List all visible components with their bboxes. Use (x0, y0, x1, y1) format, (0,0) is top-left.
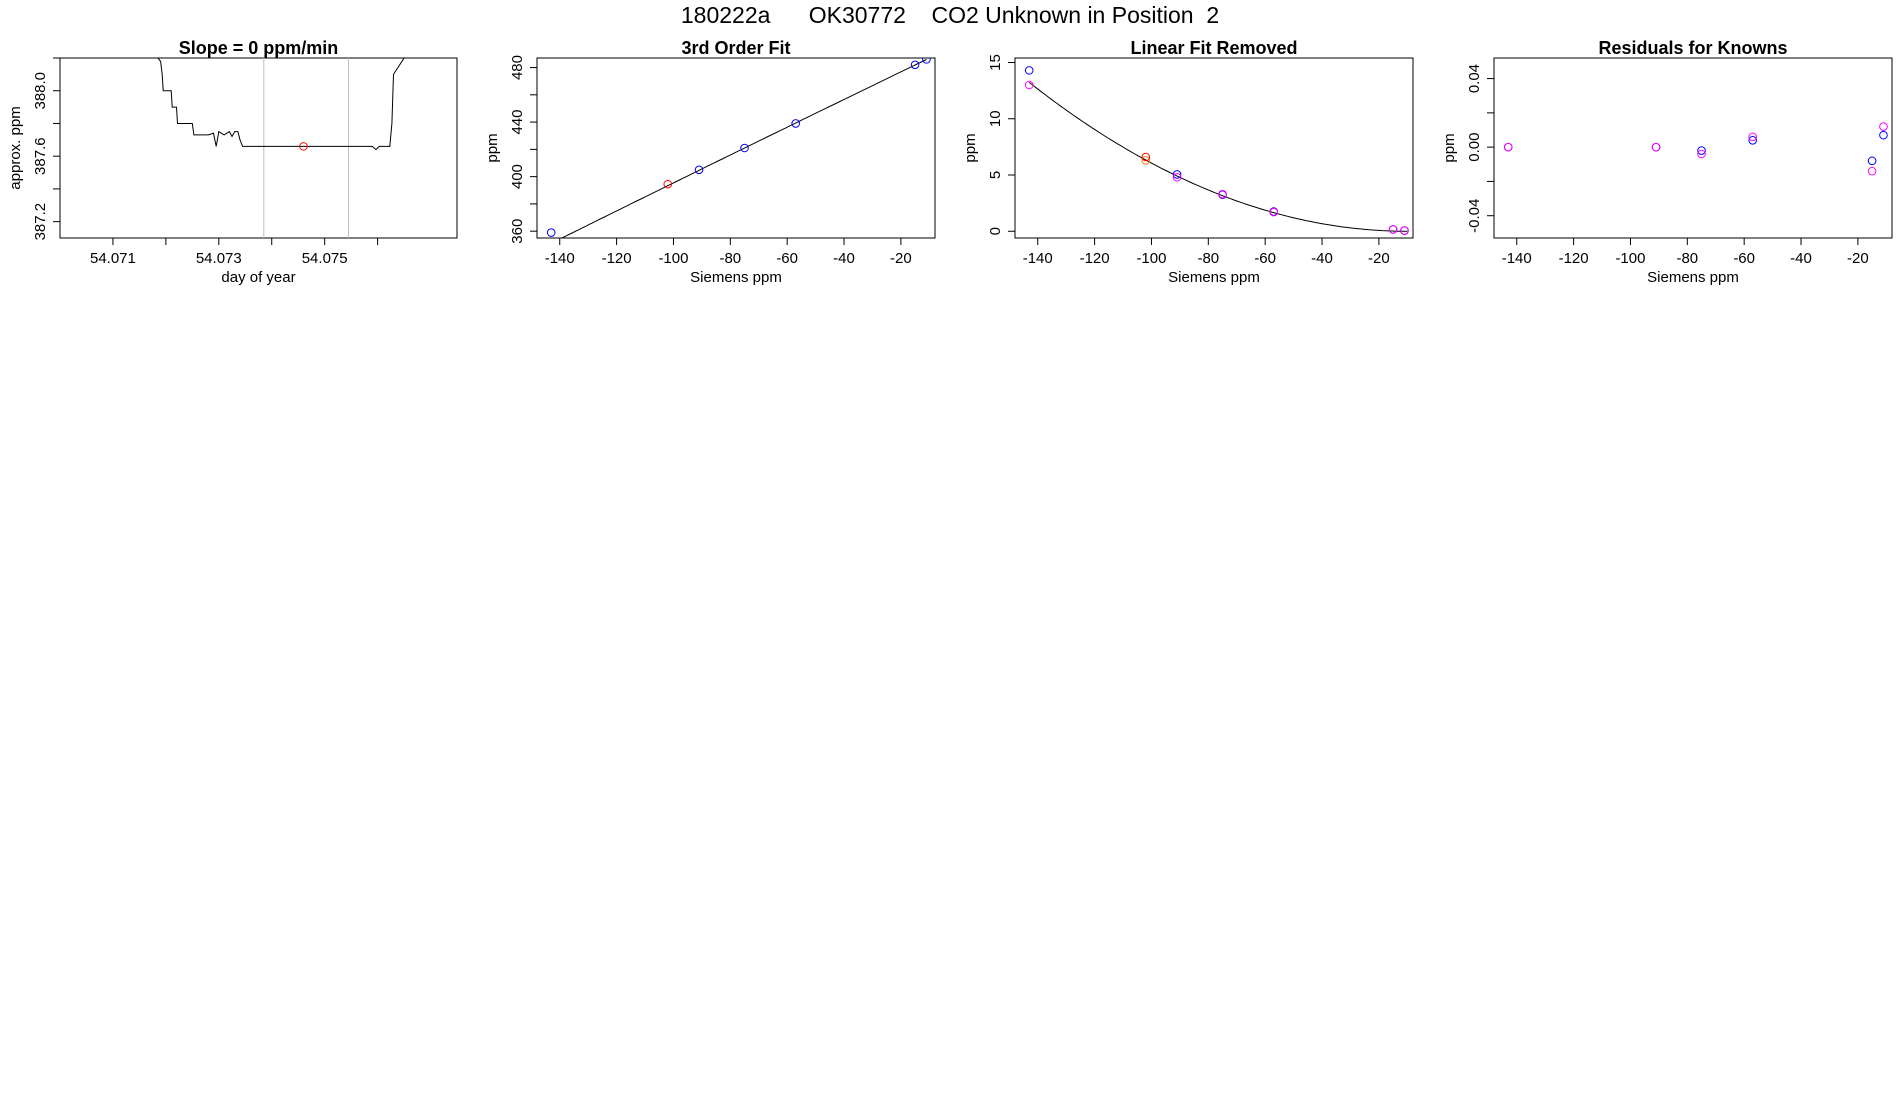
chart-title: 3rd Order Fit (681, 38, 790, 58)
x-tick-label: -40 (833, 250, 855, 267)
y-tick-label: 360 (509, 219, 526, 244)
data-point-red (1141, 152, 1151, 162)
y-tick-label: 10 (987, 110, 1004, 127)
plot-frame (536, 57, 936, 239)
y-tick-label: 0.04 (1466, 64, 1483, 93)
x-tick-label: -140 (545, 250, 575, 267)
data-point-magenta (1388, 225, 1398, 234)
y-tick-label: 388.0 (32, 72, 49, 110)
fit-curve (560, 59, 927, 238)
x-tick-label: -60 (1254, 250, 1276, 267)
y-axis-label: ppm (484, 133, 501, 162)
x-tick-label: -100 (658, 250, 688, 267)
y-axis-label: ppm (1441, 133, 1458, 162)
plot-data (157, 58, 405, 151)
y-tick-label: 387.2 (32, 203, 49, 241)
y-axis-label: approx. ppm (7, 106, 24, 189)
data-point-blue (546, 228, 556, 237)
x-tick-label: -80 (719, 250, 741, 267)
x-tick-label: -100 (1136, 250, 1166, 267)
x-tick-label: -100 (1615, 250, 1645, 267)
x-tick-label: -20 (1847, 250, 1869, 267)
data-point-orange (1141, 156, 1151, 165)
data-point-red (299, 142, 308, 151)
plot-frame (59, 57, 458, 239)
x-tick-label: 54.073 (196, 250, 242, 267)
x-tick-label: -80 (1676, 250, 1698, 267)
x-tick-label: -40 (1311, 250, 1333, 267)
plot-frame (1493, 57, 1893, 239)
y-tick-label: 0 (987, 227, 1004, 235)
chart-title: Residuals for Knowns (1598, 38, 1787, 58)
plot-frame (1014, 57, 1414, 239)
data-point-magenta (1503, 142, 1513, 152)
data-point-blue (1748, 135, 1757, 145)
y-axis-label: ppm (962, 133, 979, 162)
x-tick-label: -20 (1368, 250, 1390, 267)
plot-data (1024, 66, 1409, 235)
data-point-blue (922, 58, 931, 64)
chart-panel-4: Residuals for Knowns -140 -120 -100 -80 -60 -4… (1441, 38, 1893, 286)
chart-title: Slope = 0 ppm/min (179, 38, 339, 58)
x-tick-label: -140 (1502, 250, 1532, 267)
x-tick-label: -60 (1733, 250, 1755, 267)
y-tick-label: 387.6 (32, 137, 49, 175)
x-tick-label: -140 (1023, 250, 1053, 267)
data-point-red (663, 179, 673, 189)
data-point-magenta (1651, 142, 1661, 152)
data-point-blue (1879, 130, 1888, 140)
x-axis-label: Siemens ppm (690, 269, 782, 286)
data-point-blue (740, 143, 749, 153)
data-point-magenta (1024, 80, 1034, 90)
chart-panel-3: Linear Fit Removed -140 -120 -100 -80 -60 -40 -… (962, 38, 1414, 286)
x-tick-label: -120 (1080, 250, 1110, 267)
x-tick-label: -20 (890, 250, 912, 267)
data-point-blue (1172, 170, 1182, 179)
x-axis-label: day of year (221, 269, 295, 286)
data-point-magenta (1172, 172, 1182, 182)
y-tick-label: 400 (509, 164, 526, 189)
y-tick-label: -0.04 (1466, 199, 1483, 233)
plot-data (1503, 122, 1888, 176)
y-tick-label: 5 (987, 171, 1004, 179)
data-point-magenta (1697, 149, 1706, 159)
data-point-magenta (1879, 122, 1888, 131)
y-tick-label: 15 (987, 54, 1004, 71)
x-tick-label: -120 (602, 250, 632, 267)
data-point-blue (910, 60, 920, 70)
data-point-magenta (1269, 207, 1278, 217)
y-tick-label: 440 (509, 110, 526, 135)
y-tick-label: 0.00 (1466, 133, 1483, 162)
data-point-magenta (1400, 226, 1409, 235)
data-point-magenta (1748, 132, 1757, 142)
data-point-blue (694, 165, 704, 175)
x-tick-label: 54.075 (302, 250, 348, 267)
data-point-magenta (1218, 189, 1227, 199)
x-tick-label: -60 (776, 250, 798, 267)
x-tick-label: -40 (1790, 250, 1812, 267)
x-tick-label: -80 (1197, 250, 1219, 267)
x-tick-label: 54.071 (90, 250, 136, 267)
chart-panel-2: 3rd Order Fit -140 -120 -100 -80 -60 -40 -20 360… (484, 38, 936, 286)
x-tick-label: -120 (1559, 250, 1589, 267)
data-point-blue (1024, 66, 1034, 75)
data-point-magenta (1867, 166, 1877, 176)
chart-canvas: Slope = 0 ppm/min 54.071 54.073 54.075 387.2… (7, 38, 1893, 286)
fit-curve (1028, 82, 1408, 232)
page-title: 180222a OK30772 CO2 Unknown in Position … (680, 2, 1220, 28)
x-axis-label: Siemens ppm (1647, 269, 1739, 286)
chart-panel-1: Slope = 0 ppm/min 54.071 54.073 54.075 387.2… (7, 38, 458, 286)
series-line (157, 58, 405, 151)
data-point-blue (1697, 146, 1706, 155)
x-axis-label: Siemens ppm (1168, 269, 1260, 286)
plot-data (546, 58, 931, 238)
data-point-blue (791, 119, 801, 128)
y-tick-label: 480 (509, 55, 526, 80)
chart-title: Linear Fit Removed (1130, 38, 1297, 58)
data-point-blue (1867, 156, 1877, 166)
